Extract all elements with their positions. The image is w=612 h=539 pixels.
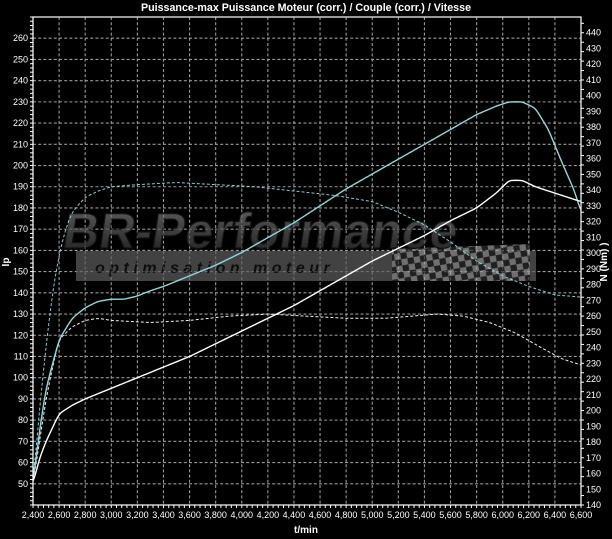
svg-text:400: 400 bbox=[586, 91, 601, 101]
svg-text:6,000: 6,000 bbox=[491, 510, 514, 520]
svg-text:250: 250 bbox=[586, 327, 601, 337]
svg-text:N (Nm) ): N (Nm) ) bbox=[599, 243, 610, 282]
svg-text:2,400: 2,400 bbox=[22, 510, 45, 520]
svg-text:250: 250 bbox=[13, 54, 28, 64]
svg-text:130: 130 bbox=[13, 309, 28, 319]
svg-text:4,200: 4,200 bbox=[257, 510, 280, 520]
svg-text:optimisation moteur: optimisation moteur bbox=[95, 260, 334, 277]
svg-text:5,600: 5,600 bbox=[439, 510, 462, 520]
svg-text:4,800: 4,800 bbox=[335, 510, 358, 520]
svg-text:330: 330 bbox=[586, 201, 601, 211]
svg-text:80: 80 bbox=[18, 415, 28, 425]
svg-text:120: 120 bbox=[13, 330, 28, 340]
svg-text:4,400: 4,400 bbox=[283, 510, 306, 520]
svg-text:6,400: 6,400 bbox=[544, 510, 567, 520]
svg-text:3,800: 3,800 bbox=[204, 510, 227, 520]
svg-text:3,000: 3,000 bbox=[100, 510, 123, 520]
svg-text:370: 370 bbox=[586, 138, 601, 148]
svg-text:t/min: t/min bbox=[294, 525, 318, 536]
svg-text:Ip: Ip bbox=[1, 258, 12, 267]
svg-text:5,000: 5,000 bbox=[361, 510, 384, 520]
svg-text:3,200: 3,200 bbox=[126, 510, 149, 520]
svg-text:90: 90 bbox=[18, 394, 28, 404]
svg-text:50: 50 bbox=[18, 479, 28, 489]
svg-text:150: 150 bbox=[586, 484, 601, 494]
svg-text:200: 200 bbox=[586, 406, 601, 416]
svg-text:210: 210 bbox=[586, 390, 601, 400]
svg-text:140: 140 bbox=[13, 288, 28, 298]
svg-text:390: 390 bbox=[586, 106, 601, 116]
svg-text:5,200: 5,200 bbox=[387, 510, 410, 520]
svg-text:3,400: 3,400 bbox=[152, 510, 175, 520]
svg-text:380: 380 bbox=[586, 122, 601, 132]
svg-text:110: 110 bbox=[14, 351, 28, 361]
svg-text:440: 440 bbox=[586, 28, 601, 38]
svg-text:430: 430 bbox=[586, 43, 601, 53]
svg-text:170: 170 bbox=[586, 453, 601, 463]
svg-text:360: 360 bbox=[586, 154, 601, 164]
svg-text:310: 310 bbox=[586, 232, 601, 242]
svg-text:340: 340 bbox=[586, 185, 601, 195]
svg-text:320: 320 bbox=[586, 217, 601, 227]
svg-text:3,600: 3,600 bbox=[178, 510, 201, 520]
svg-text:5,400: 5,400 bbox=[413, 510, 436, 520]
svg-text:190: 190 bbox=[13, 182, 28, 192]
svg-text:6,200: 6,200 bbox=[518, 510, 541, 520]
svg-text:BR-Performance: BR-Performance bbox=[60, 203, 462, 259]
svg-text:230: 230 bbox=[13, 97, 28, 107]
svg-text:5,800: 5,800 bbox=[465, 510, 488, 520]
svg-text:Puissance-max Puissance Moteur: Puissance-max Puissance Moteur (corr.) /… bbox=[141, 2, 471, 14]
svg-text:220: 220 bbox=[13, 118, 28, 128]
svg-text:70: 70 bbox=[18, 436, 28, 446]
svg-text:220: 220 bbox=[586, 374, 601, 384]
svg-text:270: 270 bbox=[586, 295, 601, 305]
svg-text:260: 260 bbox=[13, 33, 28, 43]
svg-text:410: 410 bbox=[586, 75, 601, 85]
svg-text:200: 200 bbox=[13, 161, 28, 171]
svg-text:180: 180 bbox=[13, 203, 28, 213]
svg-text:160: 160 bbox=[13, 245, 28, 255]
svg-text:240: 240 bbox=[13, 76, 28, 86]
svg-text:4,000: 4,000 bbox=[230, 510, 253, 520]
svg-text:240: 240 bbox=[586, 343, 601, 353]
svg-text:260: 260 bbox=[586, 311, 601, 321]
svg-text:230: 230 bbox=[586, 358, 601, 368]
svg-text:60: 60 bbox=[18, 458, 28, 468]
svg-text:180: 180 bbox=[586, 437, 601, 447]
svg-text:150: 150 bbox=[13, 267, 28, 277]
svg-text:100: 100 bbox=[13, 373, 28, 383]
svg-text:350: 350 bbox=[586, 169, 601, 179]
svg-text:170: 170 bbox=[13, 224, 28, 234]
svg-text:190: 190 bbox=[586, 421, 601, 431]
svg-text:210: 210 bbox=[13, 139, 28, 149]
svg-text:4,600: 4,600 bbox=[309, 510, 332, 520]
svg-text:6,600: 6,600 bbox=[570, 510, 593, 520]
svg-text:160: 160 bbox=[586, 469, 601, 479]
svg-text:140: 140 bbox=[586, 500, 601, 510]
svg-text:420: 420 bbox=[586, 59, 601, 69]
svg-text:2,800: 2,800 bbox=[74, 510, 97, 520]
svg-text:2,600: 2,600 bbox=[48, 510, 71, 520]
